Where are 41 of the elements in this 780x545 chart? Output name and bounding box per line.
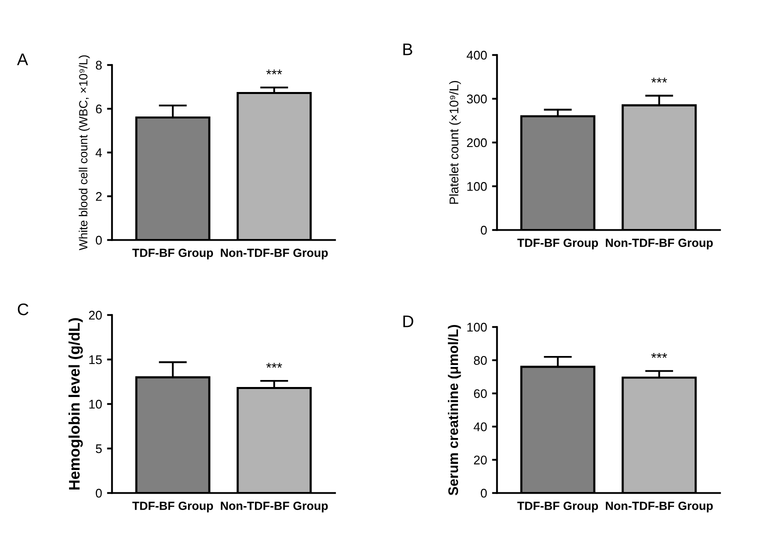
y-axis-title: Platelet count (×10⁹/L): [449, 81, 461, 204]
annotation: ***: [651, 78, 668, 83]
x-tick-label: TDF-BF Group: [517, 238, 598, 250]
y-tick-label: 80: [474, 356, 487, 365]
chart-title: C: [18, 303, 28, 316]
y-tick-label: 0: [480, 226, 487, 235]
y-tick-label: 4: [96, 148, 102, 158]
chart-title: D: [403, 316, 414, 328]
y-tick-label: 400: [466, 50, 487, 60]
y-tick-label: 20: [89, 310, 102, 320]
y-tick-label: 6: [96, 104, 102, 114]
y-tick-label: 2: [96, 192, 102, 201]
y-tick-label: 40: [474, 422, 487, 432]
chart-title: B: [403, 44, 412, 56]
x-tick-label: Non-TDF-BF Group: [220, 502, 328, 512]
y-axis-title: White blood cell count (WBC, ×10⁹/L): [78, 55, 90, 250]
y-tick-label: 300: [466, 94, 487, 104]
y-tick-label: 100: [467, 322, 487, 332]
chart-title: A: [17, 54, 28, 66]
x-tick-label: Non-TDF-BF Group: [606, 502, 713, 512]
annotation: ***: [266, 70, 282, 74]
y-tick-label: 15: [89, 355, 102, 364]
y-tick-label: 0: [480, 488, 487, 498]
x-tick-label: TDF-BF Group: [132, 502, 213, 512]
x-tick-label: TDF-BF Group: [517, 502, 598, 512]
y-tick-label: 5: [96, 444, 102, 454]
y-tick-label: 100: [467, 182, 487, 191]
y-tick-label: 8: [96, 60, 102, 70]
y-axis-title: Hemoglobin level (g/dL): [68, 318, 83, 490]
y-tick-label: 0: [96, 236, 102, 245]
x-tick-label: TDF-BF Group: [132, 248, 213, 260]
y-axis-title: Serum creatinine (μmol/L): [448, 325, 461, 496]
x-tick-label: Non-TDF-BF Group: [606, 238, 713, 250]
y-tick-label: 200: [467, 138, 487, 148]
y-tick-label: 60: [474, 389, 487, 398]
y-tick-label: 20: [474, 456, 487, 464]
x-tick-label: Non-TDF-BF Group: [220, 248, 328, 260]
annotation: ***: [266, 362, 282, 368]
y-tick-label: 0: [96, 488, 102, 498]
y-tick-label: 10: [89, 400, 102, 409]
annotation: ***: [651, 352, 668, 358]
